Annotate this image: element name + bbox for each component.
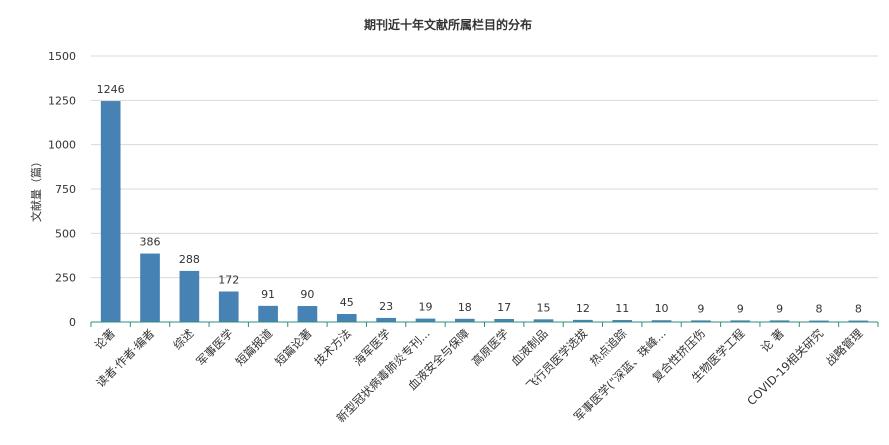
- y-axis-label: 文献量（篇）: [29, 156, 43, 222]
- data-label: 1246: [97, 83, 125, 96]
- x-tick-label: 论 著: [758, 326, 787, 355]
- x-tick-label: 技术方法: [311, 326, 353, 368]
- data-label: 15: [537, 301, 551, 314]
- data-label: 386: [140, 236, 161, 249]
- gridlines: [91, 55, 878, 279]
- y-tick-label: 1250: [48, 94, 76, 107]
- bar[interactable]: [140, 253, 160, 322]
- bar[interactable]: [494, 318, 515, 322]
- y-tick-label: 1000: [48, 139, 76, 152]
- bar[interactable]: [809, 320, 829, 322]
- x-tick-label: 论著: [92, 326, 118, 352]
- bar[interactable]: [218, 291, 239, 322]
- bar[interactable]: [533, 319, 554, 322]
- bar[interactable]: [100, 101, 121, 322]
- y-axis-ticks: 0 250 500 750 1000 1250 1500: [48, 50, 76, 329]
- data-label: 19: [418, 301, 432, 314]
- data-label: 45: [340, 296, 354, 309]
- bar[interactable]: [454, 318, 475, 322]
- data-labels: 1246 386 288 172 91 90 45 23 19 18 17 15 12 11 10 9 9 9 8 8: [97, 83, 862, 316]
- data-label: 18: [458, 301, 472, 314]
- data-label: 10: [655, 302, 669, 315]
- bar[interactable]: [376, 317, 396, 322]
- bar[interactable]: [730, 320, 751, 322]
- x-tick-label: 高原医学: [469, 326, 511, 368]
- bar[interactable]: [691, 320, 711, 322]
- data-label: 11: [615, 302, 629, 315]
- data-label: 8: [815, 303, 822, 316]
- y-tick-label: 500: [55, 227, 76, 240]
- bar[interactable]: [179, 270, 200, 322]
- x-tick-label: 短篇论著: [272, 326, 314, 368]
- bar[interactable]: [612, 320, 633, 322]
- bar[interactable]: [297, 306, 318, 322]
- y-tick-label: 750: [55, 183, 76, 196]
- data-label: 12: [576, 302, 590, 315]
- bar[interactable]: [415, 318, 436, 322]
- y-tick-label: 1500: [48, 50, 76, 63]
- data-label: 9: [697, 302, 704, 315]
- y-tick-label: 0: [69, 316, 76, 329]
- data-label: 8: [855, 303, 862, 316]
- y-tick-label: 250: [55, 272, 76, 285]
- x-tick-label: 综述: [170, 326, 197, 353]
- bar[interactable]: [769, 320, 790, 322]
- data-label: 90: [300, 288, 314, 301]
- bar[interactable]: [258, 305, 278, 322]
- x-tick-label: 军事医学: [193, 326, 235, 368]
- bar[interactable]: [848, 320, 869, 322]
- data-label: 9: [737, 302, 744, 315]
- bar[interactable]: [336, 314, 357, 322]
- x-tick-label: 短篇报道: [233, 326, 276, 369]
- bar[interactable]: [651, 320, 672, 322]
- chart-title: 期刊近十年文献所属栏目的分布: [364, 17, 532, 32]
- x-tick-label: 战略管理: [823, 326, 866, 369]
- data-label: 91: [261, 288, 275, 301]
- x-tick-label: COVID-19相关研究: [744, 326, 826, 408]
- data-label: 9: [776, 302, 783, 315]
- data-label: 172: [218, 273, 239, 286]
- bars: [100, 101, 869, 322]
- bar[interactable]: [573, 319, 593, 322]
- data-label: 288: [179, 253, 200, 266]
- data-label: 17: [497, 301, 511, 314]
- data-label: 23: [379, 300, 393, 313]
